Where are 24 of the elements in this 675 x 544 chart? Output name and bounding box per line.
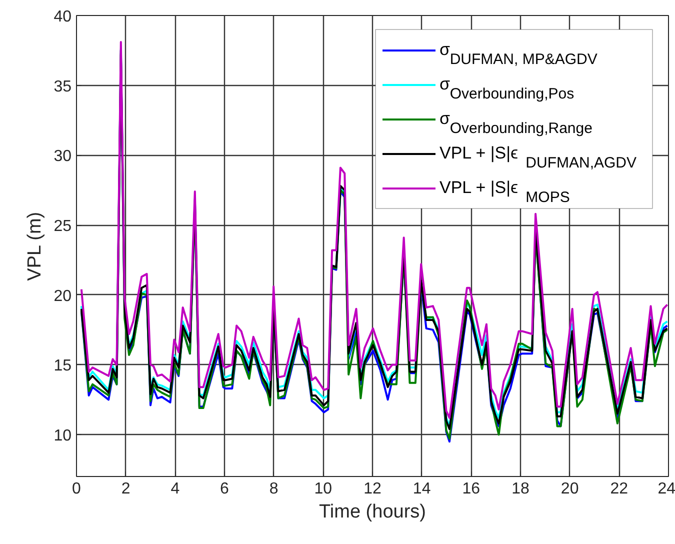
x-tick-label: 16 <box>462 480 480 498</box>
x-axis-title: Time (hours) <box>319 502 426 522</box>
y-tick-label: 30 <box>54 148 72 166</box>
legend-label: VPL + |S|ϵDUFMAN,AGDV <box>440 144 637 172</box>
x-tick-label: 10 <box>314 480 332 498</box>
y-tick-label: 20 <box>54 288 72 305</box>
x-tick-label: 20 <box>560 480 579 498</box>
x-tick-label: 6 <box>220 480 230 498</box>
legend-label: VPL + |S|ϵMOPS <box>440 178 570 206</box>
x-tick-label: 8 <box>269 480 278 498</box>
x-tick-label: 0 <box>72 480 82 498</box>
y-tick-label: 25 <box>54 218 72 236</box>
y-tick-label: 15 <box>54 358 72 375</box>
x-tick-label: 18 <box>512 480 530 498</box>
y-tick-label: 10 <box>54 428 72 445</box>
y-axis-title: VPL (m) <box>24 212 46 281</box>
x-tick-label: 14 <box>412 480 431 498</box>
y-tick-label: 35 <box>54 78 72 96</box>
x-tick-label: 12 <box>364 480 382 498</box>
x-tick-label: 4 <box>170 480 180 498</box>
x-tick-label: 22 <box>610 480 628 498</box>
x-tick-label: 24 <box>658 480 675 498</box>
x-tick-label: 2 <box>121 480 130 498</box>
y-tick-label: 40 <box>54 8 72 26</box>
